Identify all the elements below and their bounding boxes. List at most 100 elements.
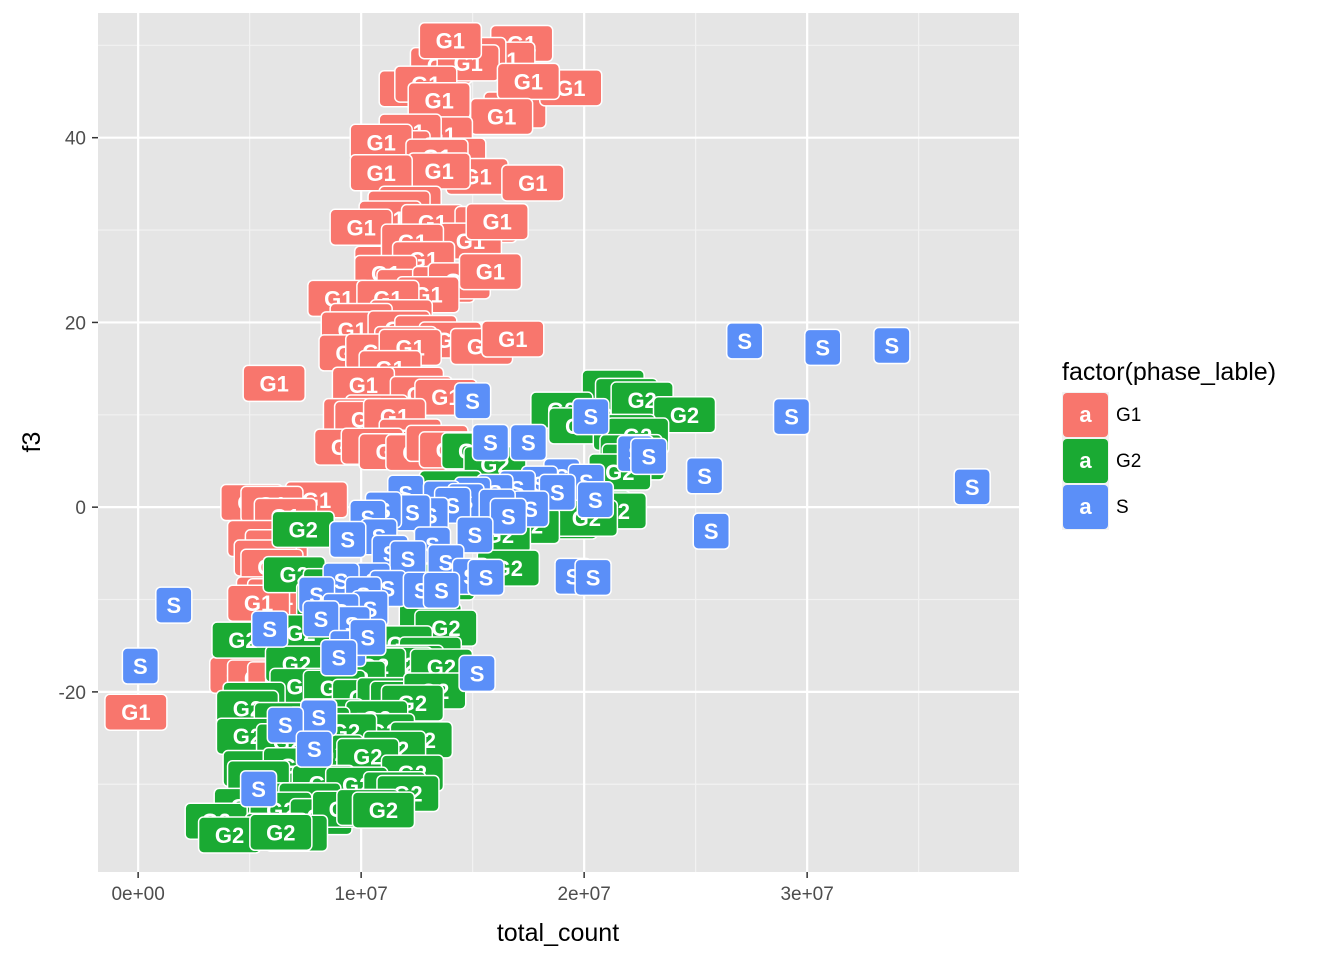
data-point-s: S	[456, 516, 494, 554]
point-label: S	[331, 646, 346, 671]
point-label: G1	[482, 210, 511, 235]
point-label: S	[588, 488, 603, 513]
data-point-s: S	[349, 618, 387, 657]
legend-key-swatch	[1063, 485, 1108, 529]
y-axis: -20 0 20 40	[59, 129, 98, 704]
data-point-s: S	[572, 397, 610, 436]
point-box	[239, 770, 278, 808]
point-label: G1	[425, 159, 454, 184]
data-point-g1: G1	[349, 154, 413, 192]
data-point-s: S	[458, 654, 496, 693]
point-box	[465, 202, 529, 241]
data-point-s: S	[302, 600, 340, 638]
point-label: S	[465, 389, 480, 414]
point-box	[249, 813, 313, 852]
point-label: G1	[367, 161, 396, 186]
point-label: S	[479, 565, 494, 590]
point-label: S	[737, 329, 752, 354]
point-label: S	[251, 777, 266, 802]
point-box	[458, 654, 496, 693]
point-box	[692, 512, 731, 550]
point-label: S	[704, 519, 719, 544]
data-point-g2: G2	[197, 816, 262, 854]
point-label: S	[501, 504, 516, 529]
data-point-s: S	[509, 423, 548, 462]
point-label: S	[439, 551, 454, 576]
data-point-s: S	[772, 397, 811, 436]
point-label: S	[815, 335, 830, 360]
data-point-g1: G1	[104, 693, 168, 731]
y-tick-label: -20	[59, 683, 86, 704]
data-point-s: S	[329, 520, 367, 559]
point-box	[242, 364, 306, 403]
point-label: S	[340, 527, 355, 552]
data-point-g1: G1	[242, 364, 306, 403]
data-point-s: S	[574, 558, 612, 597]
data-point-s: S	[953, 468, 991, 506]
data-point-s: S	[467, 558, 505, 597]
data-point-g1: G1	[458, 252, 523, 291]
point-label: G1	[514, 69, 543, 94]
point-label: G1	[498, 327, 527, 352]
point-box	[266, 706, 305, 744]
point-box	[418, 21, 483, 60]
legend-key-glyph: a	[1079, 402, 1092, 427]
data-point-g1: G1	[481, 320, 545, 358]
point-label: G1	[518, 171, 547, 196]
data-point-s: S	[393, 493, 432, 532]
point-box	[576, 481, 615, 519]
point-label: G1	[556, 76, 585, 101]
data-point-s: S	[239, 770, 278, 808]
point-label: G2	[670, 403, 699, 428]
legend-item-g2: a G2	[1062, 438, 1141, 484]
point-label: G2	[369, 798, 398, 823]
point-box	[453, 382, 492, 420]
data-point-s: S	[250, 610, 289, 648]
data-point-g1: G1	[469, 97, 534, 136]
point-label: S	[405, 501, 420, 526]
y-tick-label: 0	[75, 498, 86, 519]
point-box	[351, 791, 416, 829]
legend-key-swatch	[1063, 393, 1108, 437]
data-point-g1: G1	[407, 81, 471, 120]
point-box	[155, 586, 193, 624]
legend-key-glyph: a	[1079, 494, 1092, 519]
point-box	[509, 423, 548, 462]
point-label: S	[550, 480, 565, 505]
data-point-s: S	[692, 512, 731, 550]
point-label: S	[583, 405, 598, 430]
data-point-s: S	[630, 437, 668, 476]
point-box	[572, 397, 610, 436]
x-axis-title: total_count	[497, 919, 619, 947]
data-point-s: S	[725, 322, 764, 360]
point-box	[422, 571, 461, 610]
data-point-g2: G2	[249, 813, 313, 852]
point-box	[501, 164, 565, 202]
legend-key-swatch	[1063, 439, 1108, 483]
x-tick-label: 3e+07	[780, 884, 833, 905]
point-label: S	[521, 431, 536, 456]
point-box	[489, 497, 528, 536]
point-label: G1	[476, 260, 505, 285]
y-tick-label: 40	[65, 129, 86, 150]
data-point-s: S	[453, 382, 492, 420]
point-box	[329, 520, 367, 559]
point-box	[481, 320, 545, 358]
point-box	[250, 610, 289, 648]
point-label: G1	[367, 130, 396, 155]
point-label: S	[586, 565, 601, 590]
data-point-s: S	[422, 571, 461, 610]
point-label: G1	[259, 371, 288, 396]
point-label: G2	[627, 388, 656, 413]
point-label: G1	[436, 29, 465, 54]
legend-label: G1	[1116, 405, 1141, 426]
y-axis-title: f3	[18, 432, 46, 453]
point-label: S	[965, 475, 980, 500]
data-point-g1: G1	[501, 164, 565, 202]
point-box	[104, 693, 168, 731]
data-point-s: S	[804, 328, 842, 367]
